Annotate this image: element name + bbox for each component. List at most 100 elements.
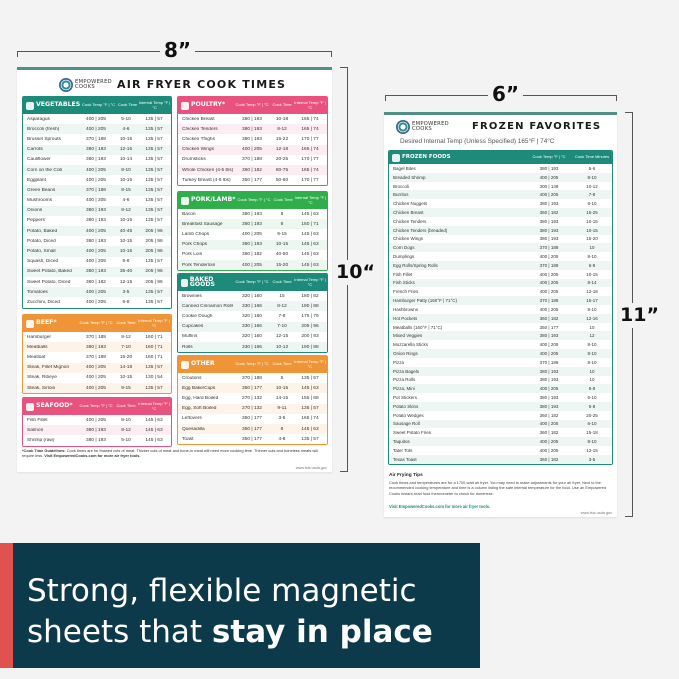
food-name: Onion Rings	[393, 350, 418, 356]
logo-line1: EMPOWERED	[412, 120, 449, 127]
food-name: Hashbrowns	[393, 306, 419, 312]
cook-temp: 400 | 205	[242, 262, 262, 268]
table-row: Hot Pockets 360 | 182 12-16	[389, 313, 612, 323]
cook-temp: 400 | 205	[86, 365, 106, 371]
table-row: Fish Fillet 400 | 205 8-10 145 | 63	[23, 415, 171, 426]
food-name: Fish Fillet	[393, 271, 413, 277]
table-row: Chicken Tenders 380 | 193 8-12 165 | 74	[178, 124, 327, 135]
cook-temp: 380 | 193	[539, 201, 559, 207]
cook-temp: 330 | 166	[242, 344, 262, 350]
header-cook-temp: Cook Temp °F | °C	[532, 154, 566, 160]
cook-time: 10-15	[586, 218, 598, 224]
food-name: Hamburger	[27, 334, 51, 340]
food-name: Shrimp (raw)	[27, 437, 55, 443]
cook-temp: 270 | 132	[242, 395, 262, 401]
food-name: Chicken Tenders (breaded)	[393, 227, 448, 233]
internal-temp: 135 | 57	[145, 147, 163, 153]
internal-temp: 155 | 68	[301, 395, 319, 401]
cook-time: 8-10	[121, 417, 131, 423]
food-name: Corn on the Cob	[27, 167, 63, 173]
table-row: Fish Fillet 400 | 205 10-15	[389, 269, 612, 279]
cook-time: 7-8	[588, 192, 596, 198]
cook-temp: 380 | 193	[242, 221, 262, 227]
cook-temp: 380 | 193	[242, 136, 262, 142]
cook-time: 8-10	[121, 167, 131, 173]
cook-temp: 400 | 205	[539, 174, 559, 180]
table-row: Pizza, Mini 400 | 205 6-8	[389, 384, 612, 394]
internal-temp: 135 | 57	[301, 375, 319, 381]
internal-temp: 145 | 63	[145, 417, 163, 423]
table-row: Steak, Fillet Mignon 400 | 205 14-18 135 | …	[23, 362, 171, 373]
cook-time: 10	[589, 245, 595, 251]
cook-time: 10-15	[119, 249, 133, 255]
section-vegetables: VEGETABLES Cook Temp °F | °C Cook Time Inte…	[22, 96, 172, 309]
cook-time: 12-15	[586, 447, 598, 453]
food-name: Mushrooms	[27, 198, 53, 204]
poster-title: FROZEN FAVORITES	[472, 121, 602, 132]
table-row: Burritos 400 | 205 7-8	[389, 190, 612, 200]
internal-temp: 205 | 96	[145, 238, 163, 244]
footnote: *Cook Time Guidelines: Cook times are fo…	[22, 448, 327, 458]
cook-temp: 370 | 188	[86, 354, 106, 360]
cook-time: 6	[280, 426, 284, 432]
cook-time: 10-15	[119, 177, 133, 183]
table-row: Meatballs (160°F | 71°C) 350 | 177 10	[389, 322, 612, 332]
cook-time: 10-14	[119, 157, 133, 163]
cook-time: 20-25	[275, 157, 289, 163]
section-title: POULTRY*	[191, 101, 226, 109]
width-label-left: 8”	[160, 40, 196, 60]
food-name: Taquitos	[393, 439, 410, 445]
table-row: Texas Toast 360 | 182 3-5	[389, 454, 612, 464]
table-row: Breaded Shrimp 400 | 205 8-10	[389, 172, 612, 182]
cook-time: 5-10	[121, 116, 131, 122]
table-row: Brussel Sprouts 370 | 188 10-15 135 | 57	[23, 134, 171, 145]
cook-time: 10-15	[275, 385, 289, 391]
table-row: Egg Bake/Cups 350 | 177 10-15 145 | 63	[178, 383, 327, 394]
food-name: Chicken Tenders	[182, 126, 218, 132]
cook-time: 7-8	[278, 313, 286, 319]
banner-line1: Strong, flexible magnetic	[27, 573, 417, 609]
table-row: Pork Chops 380 | 193 10-15 145 | 63	[178, 239, 327, 250]
food-name: Meatballs	[27, 344, 48, 350]
food-name: Sausage Roll	[393, 421, 420, 427]
table-row: Muffins 320 | 160 12-15 200 | 93	[178, 331, 327, 342]
header-cook-temp: Cook Temp °F | °C	[235, 279, 269, 285]
table-row: Meatballs 380 | 193 7-10 160 | 71	[23, 342, 171, 353]
fish-icon	[26, 402, 34, 411]
table-row: Chicken Tenders 380 | 193 10-15	[389, 216, 612, 226]
food-name: Pizza Bagels	[393, 368, 420, 374]
table-row: Sweet Potato, Baked 380 | 193 35-40 205 | 9…	[23, 266, 171, 277]
cook-time: 3-5	[588, 456, 596, 462]
footnote-visit: Visit EmpoweredCooks.com for more air fr…	[44, 453, 141, 458]
cook-time: 8-12	[121, 427, 131, 433]
cook-temp: 380 | 193	[86, 427, 106, 433]
food-name: Toast	[182, 436, 194, 442]
food-name: Green Beans	[27, 187, 56, 193]
cook-time: 8-15	[121, 187, 131, 193]
food-name: Pork Tenderloin	[182, 262, 216, 268]
food-name: Tater Tots	[393, 447, 413, 453]
cook-temp: 400 | 205	[86, 177, 106, 183]
internal-temp: 135 | 57	[145, 365, 163, 371]
food-name: Onions	[27, 208, 43, 214]
food-name: Steak, Fillet Mignon	[27, 365, 70, 371]
section-beef: BEEF* Cook Temp °F | °C Cook Time Internal …	[22, 314, 172, 395]
food-name: Cauliflower	[27, 157, 51, 163]
food-name: Hot Pockets	[393, 315, 418, 321]
cook-time: 35-40	[119, 269, 133, 275]
food-name: Burritos	[393, 192, 409, 198]
cook-time: 3-5	[278, 416, 286, 422]
cook-temp: 330 | 166	[242, 303, 262, 309]
table-row: Tomatoes 400 | 205 3-5 135 | 57	[23, 287, 171, 298]
table-row: Taquitos 400 | 205 8-10	[389, 437, 612, 446]
food-name: Peppers	[27, 218, 45, 224]
source-url: www.fsis.usda.gov	[580, 511, 612, 515]
internal-temp: 205 | 96	[145, 249, 163, 255]
food-name: Fish Sticks	[393, 280, 415, 286]
cook-time: 50-60	[275, 177, 289, 183]
table-row: Leftovers 350 | 177 3-5 165 | 74	[178, 413, 327, 424]
banner-line2-regular: sheets that	[27, 614, 212, 650]
beef-icon	[26, 319, 34, 328]
visit-link[interactable]: Visit EmpoweredCooks.com for more air fr…	[389, 504, 491, 509]
internal-temp: 135 | 57	[145, 177, 163, 183]
